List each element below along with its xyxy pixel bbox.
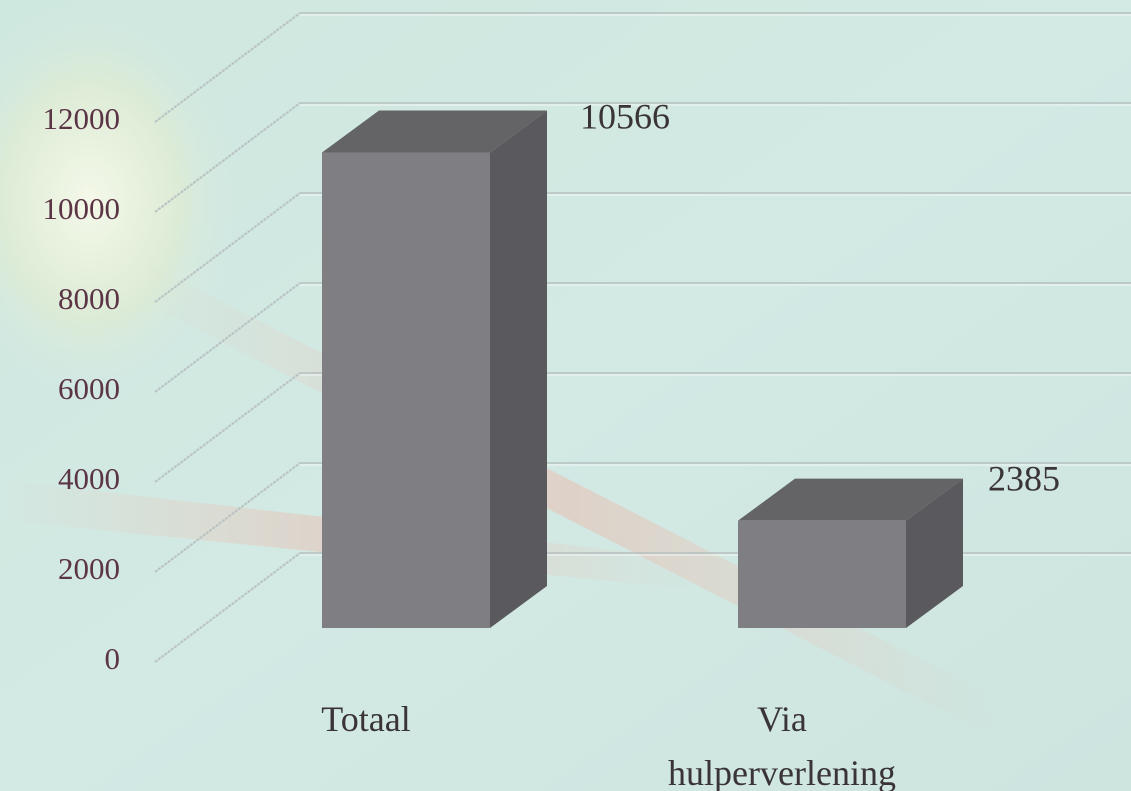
x-tick-label: Totaal: [321, 699, 411, 739]
grid-line: [154, 102, 301, 213]
y-tick-label: 0: [105, 641, 121, 676]
bar-side: [490, 110, 547, 628]
y-tick-label: 12000: [43, 101, 121, 136]
y-tick-label: 10000: [43, 191, 121, 226]
data-label: 2385: [988, 458, 1060, 498]
y-tick-label: 4000: [58, 461, 120, 496]
plot: 0 2000 4000 6000 8000 10000 12000 10566 2385: [43, 12, 1131, 676]
grid-line: [154, 552, 301, 663]
grid-line: [154, 192, 301, 303]
y-tick-label: 6000: [58, 371, 120, 406]
grid-line: [154, 372, 301, 483]
grid-line: [154, 462, 301, 573]
y-tick-label: 8000: [58, 281, 120, 316]
bar-side: [906, 478, 963, 628]
bar-top: [738, 478, 963, 521]
x-tick-label: Via hulperverlening: [668, 699, 896, 791]
grid-line: [154, 12, 301, 123]
bar: [738, 520, 906, 628]
bar-top: [322, 110, 547, 153]
grid-line: [154, 282, 301, 393]
bar: [322, 152, 490, 628]
data-label: 10566: [580, 96, 670, 136]
y-tick-label: 2000: [58, 551, 120, 586]
